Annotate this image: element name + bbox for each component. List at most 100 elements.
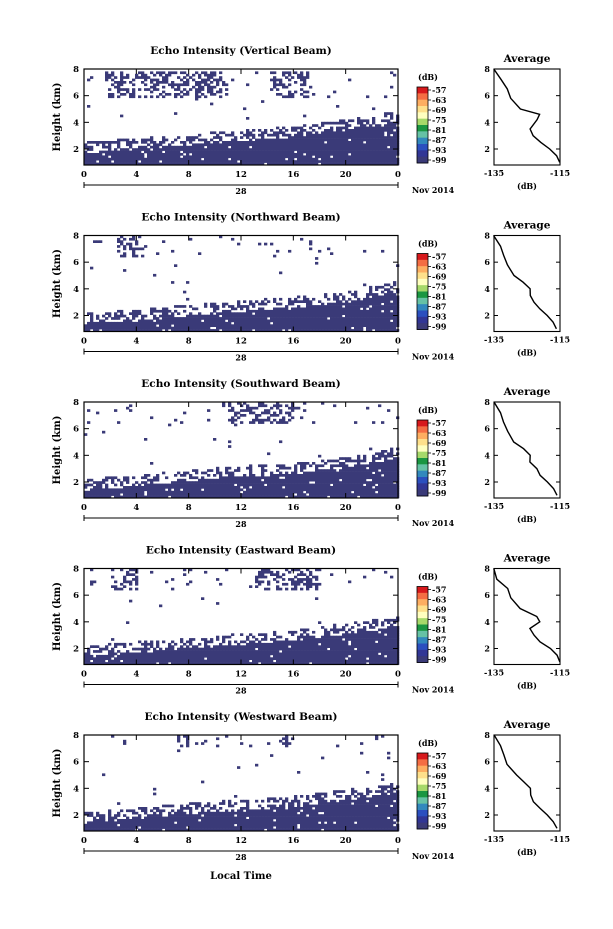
- echo-cell: [366, 319, 370, 323]
- echo-cell: [363, 476, 367, 480]
- echo-cell: [183, 329, 187, 332]
- echo-cell: [264, 321, 268, 325]
- echo-cell: [351, 302, 355, 306]
- colorbar-swatch: [417, 420, 428, 427]
- echo-cell: [156, 309, 160, 313]
- echo-cell: [216, 162, 220, 166]
- echo-cell: [270, 474, 274, 477]
- echo-cell: [279, 483, 283, 487]
- echo-cell: [300, 300, 304, 303]
- echo-cell: [363, 495, 367, 499]
- echo-cell: [318, 486, 322, 489]
- echo-cell: [384, 474, 388, 477]
- echo-cell: [252, 160, 256, 163]
- echo-cell: [384, 312, 388, 315]
- echo-cell: [354, 319, 358, 323]
- echo-cell: [162, 488, 166, 492]
- echo-cell: [324, 495, 328, 499]
- echo-cell: [315, 257, 319, 260]
- echo-cell: [243, 162, 247, 166]
- avg-x-axis-label: (dB): [517, 181, 537, 191]
- echo-cell: [102, 490, 106, 494]
- echo-cell: [198, 81, 202, 84]
- echo-cell: [279, 157, 283, 161]
- echo-cell: [96, 411, 100, 415]
- echo-cell: [387, 129, 391, 132]
- echo-cell: [351, 483, 355, 487]
- echo-cell: [336, 138, 340, 142]
- echo-cell: [264, 329, 268, 332]
- echo-cell: [390, 464, 394, 468]
- echo-cell: [390, 136, 394, 139]
- echo-cell: [276, 481, 280, 484]
- echo-cell: [246, 312, 250, 315]
- echo-cell: [165, 81, 169, 84]
- echo-cell: [240, 324, 244, 327]
- echo-cell: [291, 490, 295, 494]
- echo-cell: [300, 314, 304, 318]
- echo-cell: [141, 476, 145, 480]
- echo-cell: [384, 297, 388, 301]
- date-label: Nov 2014: [412, 352, 455, 362]
- echo-cell: [381, 295, 385, 299]
- echo-cell: [387, 124, 391, 127]
- y-tick-label: 2: [73, 312, 79, 322]
- echo-cell: [240, 404, 244, 408]
- echo-cell: [375, 486, 379, 489]
- echo-cell: [213, 153, 217, 156]
- echo-cell: [120, 587, 124, 591]
- echo-cell: [279, 635, 283, 639]
- echo-cell: [162, 652, 166, 656]
- echo-cell: [378, 454, 382, 458]
- echo-cell: [393, 495, 397, 499]
- echo-cell: [270, 486, 274, 489]
- echo-cell: [381, 314, 385, 318]
- echo-cell: [228, 317, 232, 320]
- echo-cell: [156, 155, 160, 159]
- echo-cell: [357, 157, 361, 161]
- echo-cell: [261, 312, 265, 315]
- echo-cell: [348, 474, 352, 477]
- echo-cell: [198, 321, 202, 325]
- echo-cell: [213, 654, 217, 658]
- echo-cell: [147, 654, 151, 658]
- echo-cell: [372, 466, 376, 470]
- echo-cell: [309, 126, 313, 130]
- echo-cell: [228, 642, 232, 646]
- echo-cell: [354, 483, 358, 487]
- echo-cell: [111, 650, 115, 653]
- echo-cell: [171, 481, 175, 484]
- echo-cell: [282, 143, 286, 147]
- echo-cell: [342, 160, 346, 163]
- echo-cell: [195, 471, 199, 475]
- echo-cell: [207, 650, 211, 653]
- echo-cell: [345, 162, 349, 166]
- echo-cell: [345, 307, 349, 311]
- echo-cell: [294, 582, 298, 586]
- echo-cell: [315, 493, 319, 496]
- echo-cell: [363, 162, 367, 166]
- echo-cell: [249, 326, 253, 330]
- avg-y-tick-label: 4: [484, 284, 490, 294]
- echo-cell: [234, 418, 238, 422]
- echo-cell: [372, 478, 376, 482]
- echo-cell: [333, 481, 337, 484]
- echo-cell: [249, 406, 253, 410]
- echo-cell: [324, 129, 328, 132]
- echo-cell: [261, 642, 265, 646]
- echo-cell: [282, 148, 286, 151]
- echo-cell: [216, 488, 220, 492]
- echo-cell: [132, 162, 136, 166]
- echo-cell: [192, 153, 196, 156]
- echo-cell: [114, 155, 118, 159]
- echo-cell: [171, 493, 175, 496]
- echo-cell: [234, 488, 238, 492]
- colorbar-swatch: [417, 297, 428, 305]
- echo-cell: [258, 309, 262, 313]
- echo-cell: [357, 471, 361, 475]
- echo-cell: [240, 150, 244, 154]
- echo-cell: [267, 143, 271, 147]
- echo-cell: [180, 662, 184, 665]
- echo-cell: [276, 83, 280, 87]
- echo-cell: [255, 324, 259, 327]
